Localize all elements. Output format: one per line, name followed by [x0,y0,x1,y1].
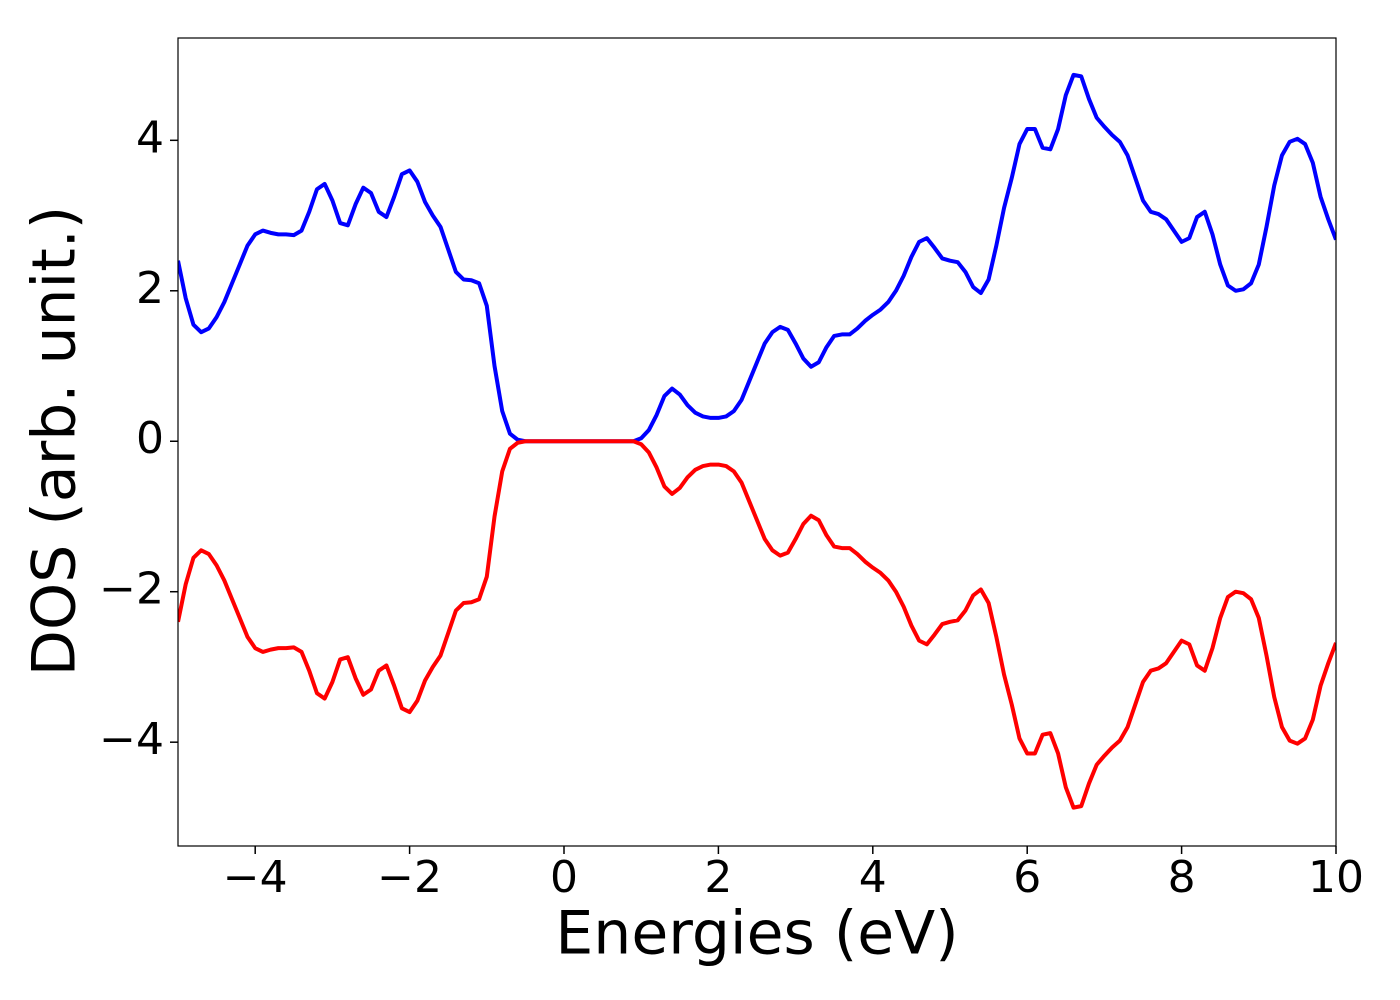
x-tick-label: −2 [377,852,442,903]
line-series [178,439,1336,810]
y-tick-label: 2 [136,263,164,314]
x-tick-label: 10 [1308,852,1364,903]
y-tick-label: −2 [99,564,164,615]
x-axis-label: Energies (eV) [555,899,958,969]
x-tick-label: −4 [223,852,288,903]
y-axis-label: DOS (arb. unit.) [20,206,90,676]
x-tick-label: 2 [704,852,732,903]
plot-frame [177,37,1337,847]
x-tick-label: 4 [859,852,887,903]
x-tick-label: 6 [1013,852,1041,903]
y-tick-label: −4 [99,714,164,765]
x-tick-label: 8 [1168,852,1196,903]
y-tick-label: 0 [136,413,164,464]
line-series [178,72,1336,444]
x-tick-label: 0 [550,852,578,903]
y-tick-label: 4 [136,112,164,163]
